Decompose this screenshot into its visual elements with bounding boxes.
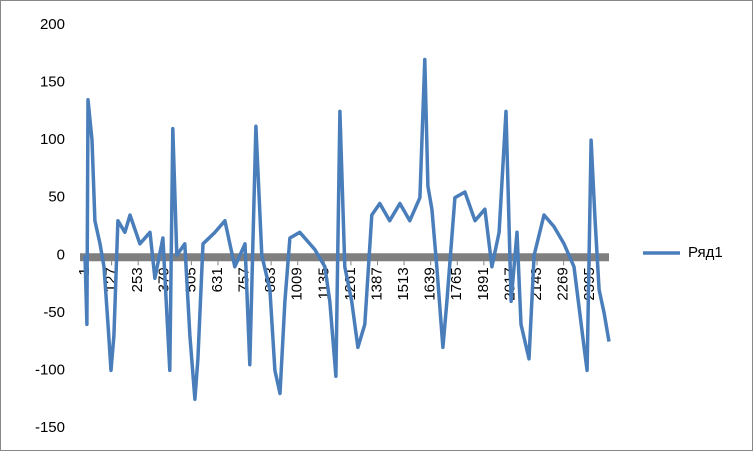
x-tick-label: 1387 — [368, 267, 385, 300]
x-tick-label: 253 — [129, 267, 146, 292]
y-tick-label: 0 — [57, 246, 65, 263]
series-line — [83, 57, 611, 401]
x-tick-label: 631 — [209, 267, 226, 292]
y-tick-label: 150 — [40, 74, 65, 91]
x-tick-label: 1891 — [475, 267, 492, 300]
x-tick-label: 1009 — [289, 267, 306, 300]
y-tick-label: 200 — [40, 16, 65, 33]
y-tick-label: -100 — [35, 361, 65, 378]
y-tick-label: -50 — [43, 304, 65, 321]
y-tick-label: -150 — [35, 419, 65, 436]
y-tick-label: 50 — [48, 189, 65, 206]
y-tick-label: 100 — [40, 131, 65, 148]
legend-label: Ряд1 — [688, 244, 723, 261]
x-tick-label: 757 — [236, 267, 253, 292]
x-tick-label: 2269 — [555, 267, 572, 300]
x-tick-label: 1765 — [448, 267, 465, 300]
x-tick-label: 1639 — [422, 267, 439, 300]
x-tick-label: 1513 — [395, 267, 412, 300]
